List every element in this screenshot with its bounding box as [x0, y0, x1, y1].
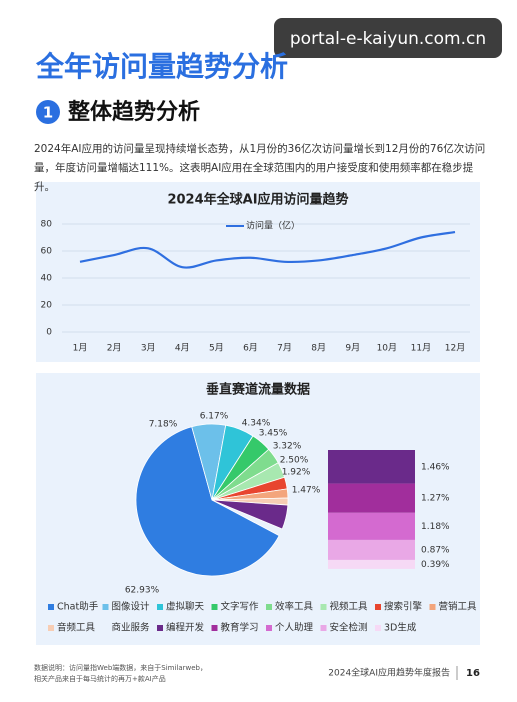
legend-label: 营销工具 — [439, 601, 478, 613]
x-tick-label: 9月 — [345, 343, 360, 354]
breakout-bar — [328, 450, 415, 484]
page-title: 全年访问量趋势分析 — [35, 50, 288, 83]
x-tick-label: 11月 — [411, 343, 431, 354]
legend-label: 3D生成 — [384, 622, 417, 634]
x-tick-label: 10月 — [377, 343, 397, 354]
line-title: 2024年全球AI应用访问量趋势 — [167, 192, 348, 208]
legend-label: 编程开发 — [166, 622, 205, 634]
legend-label: 效率工具 — [275, 601, 314, 613]
legend-marker — [375, 625, 381, 631]
legend-marker — [320, 604, 327, 610]
data-label: 0.87% — [421, 545, 450, 555]
x-tick-label: 6月 — [243, 343, 258, 354]
section-number: 1 — [43, 104, 53, 122]
data-label: 2.50% — [280, 456, 309, 466]
breakout-bar — [328, 483, 415, 513]
footer-report: 2024全球AI应用趋势年度报告 — [328, 667, 450, 679]
legend-marker — [157, 604, 163, 610]
x-tick-label: 5月 — [209, 343, 224, 354]
breakout-bar — [328, 512, 415, 540]
legend-marker — [266, 625, 272, 631]
y-tick-label: 0 — [46, 328, 52, 338]
x-tick-label: 2月 — [107, 343, 122, 354]
legend-marker — [157, 625, 163, 631]
data-label: 4.34% — [242, 419, 271, 429]
legend-label: 搜索引擎 — [384, 601, 423, 613]
x-tick-label: 7月 — [277, 343, 292, 354]
legend-marker — [375, 604, 381, 610]
legend-label: 商业服务 — [112, 622, 151, 634]
legend-marker — [48, 604, 54, 610]
y-tick-label: 20 — [41, 301, 53, 311]
watermark-box — [274, 18, 502, 58]
legend-marker — [429, 604, 436, 610]
legend-label: Chat助手 — [57, 601, 99, 613]
x-tick-label: 1月 — [73, 343, 88, 354]
legend-label: 音频工具 — [57, 622, 96, 634]
paragraph: 2024年AI应用的访问量呈现持续增长态势，从1月份的36亿次访问量增长到12月… — [34, 143, 486, 193]
line-series — [79, 231, 456, 269]
legend-label: 访问量（亿） — [246, 220, 300, 232]
x-tick-label: 12月 — [445, 343, 465, 354]
legend-label: 图像设计 — [112, 601, 151, 613]
data-label: 0.39% — [421, 560, 450, 570]
data-label: 1.46% — [421, 462, 450, 472]
legend-label: 安全检测 — [330, 622, 368, 634]
data-label: 3.45% — [259, 429, 288, 439]
legend-marker — [211, 604, 218, 610]
pie-title: 垂直赛道流量数据 — [206, 382, 310, 398]
legend-label: 个人助理 — [275, 622, 314, 634]
breakout-bar — [328, 559, 415, 569]
line-card — [36, 182, 480, 362]
pie-slice — [211, 499, 289, 530]
section-badge — [36, 100, 60, 124]
legend-label: 教育学习 — [221, 622, 259, 634]
legend-label: 文字写作 — [221, 601, 260, 613]
x-tick-label: 3月 — [141, 343, 156, 354]
x-tick-label: 8月 — [311, 343, 326, 354]
data-label: 3.32% — [273, 442, 302, 452]
watermark: portal-e-kaiyun.com.cn — [290, 29, 486, 49]
data-label: 1.27% — [421, 494, 450, 504]
legend-marker — [48, 625, 54, 631]
y-tick-label: 80 — [41, 220, 53, 230]
legend-marker — [320, 625, 327, 631]
breakout-bar — [328, 539, 415, 560]
section-title: 整体趋势分析 — [68, 99, 200, 125]
footer-page: 16 — [466, 668, 480, 679]
data-label: 6.17% — [200, 412, 229, 422]
data-label: 62.93% — [125, 586, 160, 596]
legend-marker — [102, 604, 109, 610]
legend-label: 视频工具 — [330, 601, 369, 613]
pie-slice — [135, 426, 280, 577]
legend-marker — [266, 604, 272, 610]
footer-note: 相关产品来自于每马统计的再万+款AI产品 — [34, 674, 166, 683]
y-tick-label: 60 — [41, 247, 53, 257]
legend-marker — [211, 625, 218, 631]
legend-label: 虚拟聊天 — [166, 601, 205, 613]
data-label: 1.18% — [421, 522, 450, 532]
x-tick-label: 4月 — [175, 343, 190, 354]
footer-note: 数据说明：访问量指Web端数据，来自于Similarweb， — [34, 663, 207, 672]
data-label: 1.92% — [282, 468, 311, 478]
y-tick-label: 40 — [41, 274, 53, 284]
data-label: 1.47% — [292, 486, 321, 496]
data-label: 7.18% — [149, 420, 178, 430]
